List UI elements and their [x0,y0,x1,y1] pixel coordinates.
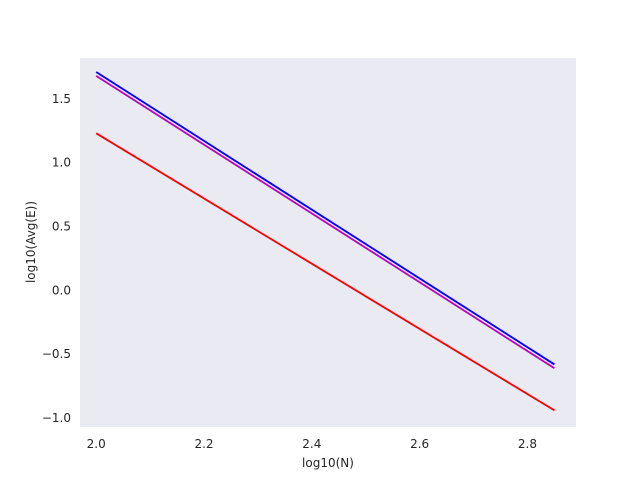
x-tick-labels: 2.0 2.2 2.4 2.6 2.8 [87,437,537,451]
series-line-2 [95,75,555,370]
y-tick-label: 1.5 [52,92,71,106]
x-tick-label: 2.8 [518,437,537,451]
plot-area [80,58,576,427]
y-tick-labels: −1.0 −0.5 0.0 0.5 1.0 1.5 [42,92,71,425]
x-axis-label: log10(N) [302,456,354,470]
y-tick-label: 0.0 [52,283,71,297]
y-axis-label: log10(Avg(E)) [24,201,38,283]
series-line-1 [95,71,555,366]
x-tick-label: 2.2 [194,437,213,451]
y-tick-label: −0.5 [42,347,71,361]
series-layer [95,71,555,412]
x-tick-label: 2.6 [410,437,429,451]
y-tick-label: 0.5 [52,220,71,234]
series-line-3 [95,132,555,412]
x-tick-label: 2.0 [87,437,106,451]
x-tick-label: 2.4 [302,437,321,451]
y-tick-label: −1.0 [42,411,71,425]
y-tick-label: 1.0 [52,156,71,170]
